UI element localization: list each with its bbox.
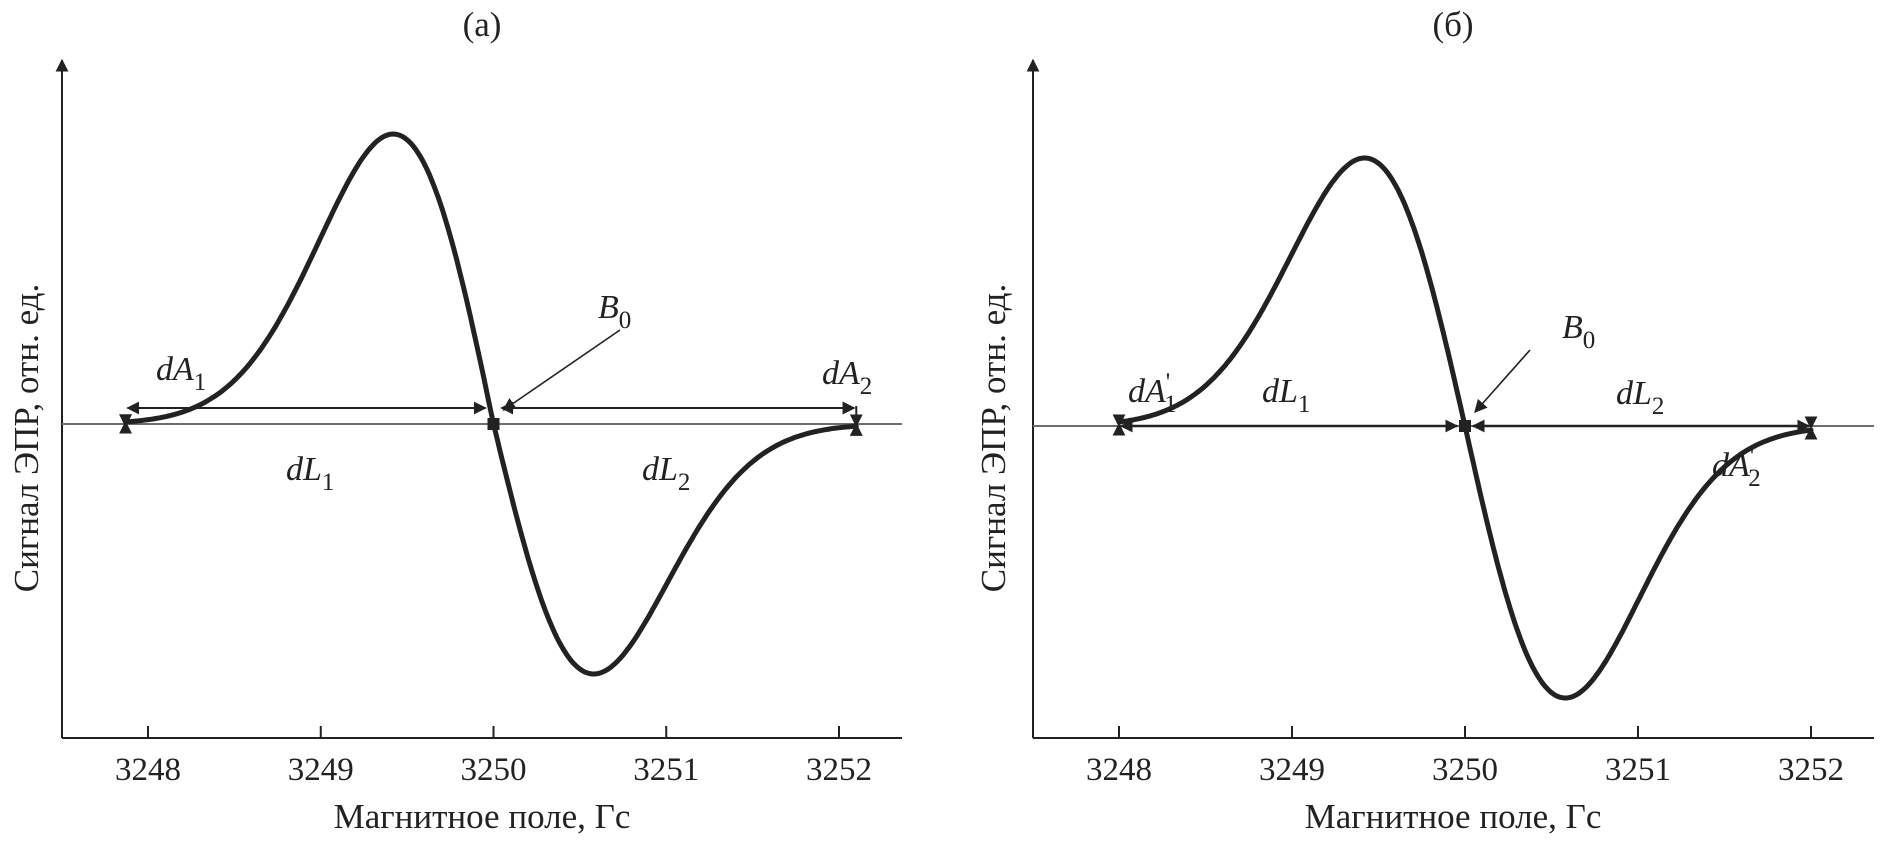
x-tick-label: 3252: [806, 752, 872, 788]
x-tick-label: 3252: [1778, 752, 1844, 788]
annotation-dL1: dL1: [1262, 373, 1310, 418]
x-tick-label: 3250: [1432, 752, 1498, 788]
x-tick-label: 3248: [1086, 752, 1152, 788]
series-line: [123, 131, 859, 677]
annotation-dA1: dA' 1: [1128, 369, 1177, 418]
center-pointer-arrow: [502, 329, 621, 411]
panel-title: (а): [463, 5, 502, 44]
x-tick-label: 3251: [1605, 752, 1671, 788]
center-pointer-arrow: [1474, 349, 1531, 413]
x-tick-label: 3251: [633, 752, 699, 788]
x-tick-label: 3249: [288, 752, 354, 788]
panel-title: (б): [1432, 5, 1473, 44]
x-tick-label: 3248: [115, 752, 181, 788]
annotation-dL2: dL2: [1616, 375, 1664, 420]
annotation-B0: B0: [1562, 309, 1595, 354]
y-axis-title: Сигнал ЭПР, отн. ед.: [974, 284, 1013, 592]
x-axis-title: Магнитное поле, Гс: [334, 797, 631, 836]
annotation-dA1: dA1: [156, 351, 206, 396]
y-axis-title: Сигнал ЭПР, отн. ед.: [7, 284, 46, 592]
center-point: [1459, 420, 1471, 432]
chart-panel-b: (б) Сигнал ЭПР, отн. ед. Магнитное поле,…: [974, 5, 1874, 836]
center-point: [487, 418, 500, 430]
chart-panel-a: (а) Сигнал ЭПР, отн. ед. Магнитное поле,…: [7, 5, 902, 836]
annotation-dL2: dL2: [642, 451, 690, 496]
annotation-B0: B0: [598, 289, 631, 334]
annotation-dA2: dA2: [822, 355, 872, 400]
annotation-dL1: dL1: [286, 451, 334, 496]
x-axis-title: Магнитное поле, Гс: [1305, 797, 1602, 836]
annotation-dA2: dA' 2: [1712, 443, 1761, 492]
x-tick-label: 3249: [1259, 752, 1325, 788]
x-tick-label: 3250: [461, 752, 527, 788]
